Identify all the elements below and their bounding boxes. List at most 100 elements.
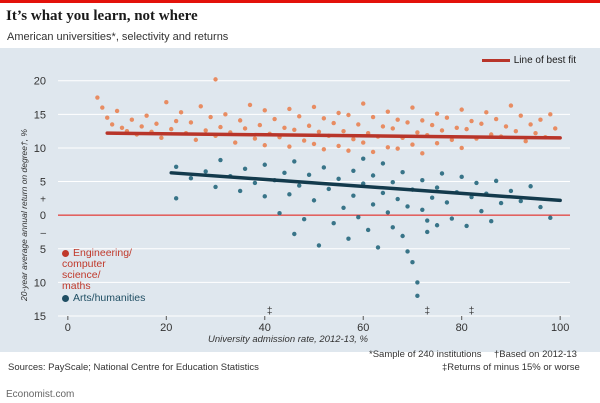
x-tick-label: 100 bbox=[551, 322, 569, 334]
engineering-point bbox=[109, 122, 115, 127]
arts-point bbox=[449, 216, 455, 221]
engineering-point bbox=[513, 128, 519, 134]
arts-point bbox=[390, 225, 395, 230]
arts-point bbox=[385, 210, 391, 215]
arts-point bbox=[380, 190, 386, 196]
engineering-point bbox=[449, 137, 455, 143]
arts-point bbox=[425, 218, 430, 223]
engineering-point bbox=[548, 112, 553, 117]
y-tick-label: 20 bbox=[34, 76, 46, 88]
arts-dot-icon bbox=[62, 294, 69, 302]
arts-point bbox=[538, 204, 543, 210]
engineering-point bbox=[193, 137, 199, 143]
engineering-point bbox=[434, 111, 440, 116]
arts-point bbox=[528, 184, 533, 189]
plot-panel bbox=[0, 48, 600, 352]
arts-point bbox=[188, 175, 194, 181]
arts-point bbox=[173, 164, 179, 169]
top-accent-rule bbox=[0, 0, 600, 3]
engineering-point bbox=[346, 112, 351, 118]
y-tick-label: 15 bbox=[34, 109, 46, 121]
engineering-point bbox=[287, 144, 292, 149]
arts-point bbox=[410, 260, 415, 265]
engineering-point bbox=[242, 126, 248, 131]
x-tick-label: 20 bbox=[160, 322, 172, 334]
legend-arts: Arts/humanities bbox=[62, 293, 145, 304]
arts-point bbox=[331, 221, 336, 226]
engineering-point bbox=[469, 118, 474, 124]
engineering-point bbox=[237, 118, 243, 123]
sources-note: Sources: PayScale; National Centre for E… bbox=[8, 362, 259, 373]
engineering-point bbox=[434, 141, 440, 146]
data-points bbox=[95, 77, 558, 299]
arts-point bbox=[218, 157, 223, 163]
engineering-point bbox=[503, 124, 509, 129]
arts-point bbox=[420, 207, 425, 212]
best-fit-legend: Line of best fit bbox=[481, 55, 576, 66]
engineering-point bbox=[518, 113, 523, 118]
engineering-point bbox=[346, 148, 351, 153]
flag-marker: ‡ bbox=[267, 306, 273, 317]
arts-point bbox=[434, 223, 440, 228]
engineering-point bbox=[262, 108, 267, 113]
arts-point bbox=[173, 196, 179, 201]
engineering-point bbox=[105, 115, 110, 120]
engineering-point bbox=[484, 110, 489, 115]
arts-point bbox=[548, 215, 553, 221]
engineering-point bbox=[351, 137, 356, 142]
legend-engineering: Engineering/computer science/maths bbox=[62, 248, 132, 292]
arts-point bbox=[262, 194, 267, 199]
y-sign-label: – bbox=[40, 228, 46, 239]
arts-point bbox=[297, 183, 302, 188]
engineering-point bbox=[380, 124, 386, 129]
engineering-point bbox=[301, 138, 307, 143]
footnote-returns: ‡Returns of minus 15% or worse bbox=[442, 362, 580, 373]
engineering-point bbox=[459, 107, 464, 112]
engineering-point bbox=[159, 135, 164, 141]
engineering-point bbox=[316, 129, 322, 135]
engineering-point bbox=[223, 112, 228, 117]
arts-point bbox=[425, 229, 430, 235]
engineering-point bbox=[410, 142, 415, 147]
engineering-point bbox=[336, 143, 341, 149]
arts-point bbox=[498, 200, 504, 206]
engineering-point bbox=[311, 141, 317, 147]
arts-point bbox=[489, 219, 494, 224]
engineering-point bbox=[203, 128, 208, 133]
arts-point bbox=[405, 204, 410, 209]
arts-point bbox=[415, 280, 420, 285]
arts-point bbox=[375, 245, 381, 250]
legend-arts-label: Arts/humanities bbox=[73, 292, 146, 304]
arts-point bbox=[282, 170, 287, 176]
engineering-point bbox=[154, 121, 159, 126]
arts-point bbox=[370, 173, 376, 178]
engineering-point bbox=[129, 117, 135, 122]
engineering-point bbox=[282, 125, 287, 130]
footnote-sample: *Sample of 240 institutions bbox=[369, 349, 482, 360]
arts-point bbox=[493, 178, 499, 184]
engineering-point bbox=[218, 124, 223, 130]
engineering-point bbox=[321, 116, 327, 121]
arts-point bbox=[213, 184, 218, 190]
x-tick-label: 0 bbox=[65, 322, 71, 334]
y-tick-label: 15 bbox=[34, 311, 46, 323]
y-tick-label: 0 bbox=[40, 210, 46, 222]
engineering-point bbox=[415, 130, 420, 135]
engineering-point bbox=[528, 122, 533, 127]
arts-point bbox=[341, 205, 346, 210]
y-axis-label: 20-year average annual return on degree†… bbox=[19, 129, 29, 302]
engineering-point bbox=[100, 105, 105, 110]
best-fit-swatch bbox=[481, 58, 510, 62]
engineering-point bbox=[247, 102, 253, 108]
arts-point bbox=[277, 210, 282, 216]
engineering-point bbox=[420, 151, 425, 156]
engineering-point bbox=[262, 143, 267, 148]
arts-point bbox=[518, 198, 523, 204]
x-axis-ticks: 0 20 40 60 80 100 bbox=[65, 316, 569, 334]
arts-point bbox=[415, 293, 420, 299]
engineering-point bbox=[321, 147, 327, 152]
engineering-point bbox=[390, 126, 395, 131]
arts-point bbox=[252, 180, 258, 186]
arts-point bbox=[351, 168, 356, 173]
